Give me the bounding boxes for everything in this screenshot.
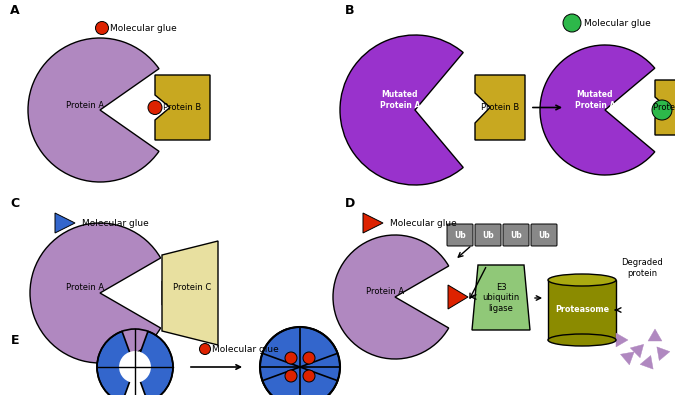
Ellipse shape [548, 274, 616, 286]
Polygon shape [162, 281, 182, 305]
Text: Molecular glue: Molecular glue [584, 19, 651, 28]
Circle shape [303, 370, 315, 382]
Polygon shape [363, 213, 383, 233]
Text: B: B [345, 4, 355, 17]
Polygon shape [620, 352, 634, 365]
Text: Protein B: Protein B [653, 103, 675, 112]
Polygon shape [475, 75, 525, 140]
FancyBboxPatch shape [447, 224, 473, 246]
Text: Ub: Ub [482, 231, 494, 239]
Circle shape [303, 352, 315, 364]
Wedge shape [333, 235, 449, 359]
Polygon shape [162, 241, 218, 345]
Circle shape [148, 100, 162, 115]
Text: Ub: Ub [510, 231, 522, 239]
Wedge shape [263, 327, 338, 367]
Text: Protein A: Protein A [366, 288, 404, 297]
Ellipse shape [548, 334, 616, 346]
FancyBboxPatch shape [475, 224, 501, 246]
Wedge shape [260, 329, 300, 395]
Circle shape [95, 21, 109, 34]
Wedge shape [28, 38, 159, 182]
Polygon shape [472, 265, 530, 330]
Circle shape [563, 14, 581, 32]
Polygon shape [155, 75, 210, 140]
Text: Degraded
protein: Degraded protein [621, 258, 663, 278]
Wedge shape [540, 45, 655, 175]
Wedge shape [263, 367, 338, 395]
Text: Protein B: Protein B [481, 103, 519, 112]
Text: Protein B: Protein B [163, 103, 201, 112]
Text: Mutated
Protein A: Mutated Protein A [575, 90, 615, 110]
Circle shape [652, 100, 672, 120]
Circle shape [285, 370, 297, 382]
Polygon shape [55, 213, 75, 233]
Text: Proteasome: Proteasome [555, 305, 609, 314]
Text: Molecular glue: Molecular glue [110, 23, 177, 32]
Text: E: E [11, 333, 20, 346]
Polygon shape [648, 329, 662, 341]
Polygon shape [657, 347, 670, 361]
Circle shape [285, 352, 297, 364]
Wedge shape [135, 331, 173, 395]
Circle shape [119, 351, 151, 383]
Text: E3
ubiquitin
ligase: E3 ubiquitin ligase [483, 283, 520, 313]
Text: C: C [10, 196, 20, 209]
Text: D: D [345, 196, 355, 209]
Polygon shape [448, 285, 468, 309]
Text: Molecular glue: Molecular glue [212, 344, 279, 354]
Wedge shape [340, 35, 463, 185]
Text: Mutated
Protein A: Mutated Protein A [380, 90, 420, 110]
Wedge shape [97, 331, 135, 395]
Wedge shape [300, 329, 340, 395]
Polygon shape [616, 333, 628, 347]
FancyBboxPatch shape [503, 224, 529, 246]
Text: Molecular glue: Molecular glue [390, 218, 457, 228]
Wedge shape [30, 223, 161, 363]
Text: Ub: Ub [538, 231, 550, 239]
Circle shape [200, 344, 211, 354]
Bar [548, 280, 616, 340]
Polygon shape [655, 80, 675, 135]
FancyBboxPatch shape [531, 224, 557, 246]
Text: A: A [10, 4, 20, 17]
Polygon shape [640, 356, 653, 369]
Text: Ub: Ub [454, 231, 466, 239]
Text: Molecular glue: Molecular glue [82, 218, 148, 228]
Polygon shape [630, 344, 644, 358]
Text: Protein C: Protein C [173, 284, 211, 293]
Text: Protein A: Protein A [66, 284, 104, 293]
Text: Protein A: Protein A [66, 100, 104, 109]
